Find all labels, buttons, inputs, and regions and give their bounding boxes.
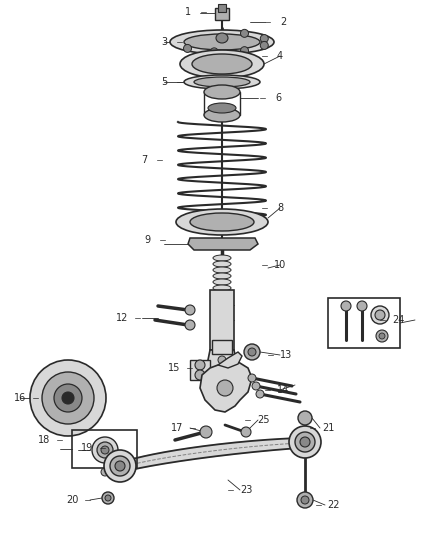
Text: 21: 21 — [322, 423, 334, 433]
Text: 10: 10 — [274, 260, 286, 270]
Polygon shape — [190, 360, 210, 380]
Circle shape — [295, 432, 315, 452]
Circle shape — [195, 360, 205, 370]
Ellipse shape — [194, 77, 250, 87]
Circle shape — [341, 301, 351, 311]
Circle shape — [54, 384, 82, 412]
Circle shape — [252, 382, 260, 390]
Circle shape — [241, 427, 251, 437]
Text: 1: 1 — [185, 7, 191, 17]
Polygon shape — [200, 360, 252, 412]
Circle shape — [62, 392, 74, 404]
Circle shape — [218, 356, 226, 364]
Bar — [72, 430, 137, 468]
Polygon shape — [188, 238, 258, 250]
Ellipse shape — [192, 54, 252, 74]
Text: 2: 2 — [280, 17, 286, 27]
Text: 17: 17 — [171, 423, 183, 433]
Text: 18: 18 — [38, 435, 50, 445]
Circle shape — [244, 344, 260, 360]
Circle shape — [101, 468, 109, 476]
Circle shape — [248, 374, 256, 382]
Text: 7: 7 — [141, 155, 147, 165]
Bar — [328, 298, 400, 348]
Ellipse shape — [190, 213, 254, 231]
Text: 8: 8 — [277, 203, 283, 213]
Ellipse shape — [213, 261, 231, 267]
Circle shape — [301, 496, 309, 504]
Ellipse shape — [170, 30, 274, 54]
Circle shape — [217, 380, 233, 396]
Text: 16: 16 — [14, 393, 26, 403]
Circle shape — [357, 301, 367, 311]
Circle shape — [97, 442, 113, 458]
Circle shape — [185, 305, 195, 315]
Circle shape — [105, 495, 111, 501]
Circle shape — [184, 44, 191, 52]
Circle shape — [248, 348, 256, 356]
Circle shape — [218, 388, 226, 396]
Ellipse shape — [216, 33, 228, 43]
Ellipse shape — [180, 50, 264, 78]
Circle shape — [102, 492, 114, 504]
Circle shape — [256, 390, 264, 398]
Ellipse shape — [213, 255, 231, 261]
Ellipse shape — [204, 85, 240, 99]
Text: 20: 20 — [66, 495, 78, 505]
Circle shape — [371, 306, 389, 324]
Ellipse shape — [213, 273, 231, 279]
Circle shape — [42, 372, 94, 424]
Circle shape — [375, 310, 385, 320]
Circle shape — [379, 333, 385, 339]
Text: 3: 3 — [161, 37, 167, 47]
Text: 19: 19 — [81, 443, 93, 453]
Text: 6: 6 — [275, 93, 281, 103]
Bar — [215, 8, 229, 20]
Ellipse shape — [176, 209, 268, 235]
Circle shape — [297, 492, 313, 508]
Text: 14: 14 — [277, 385, 289, 395]
Circle shape — [289, 426, 321, 458]
Text: 23: 23 — [240, 485, 252, 495]
Text: 25: 25 — [257, 415, 269, 425]
Ellipse shape — [213, 267, 231, 273]
Circle shape — [92, 437, 118, 463]
Circle shape — [298, 411, 312, 425]
Ellipse shape — [213, 279, 231, 285]
Circle shape — [101, 446, 109, 454]
Ellipse shape — [184, 75, 260, 89]
Bar — [212, 340, 232, 354]
Circle shape — [240, 29, 248, 37]
Circle shape — [240, 47, 248, 55]
Text: 15: 15 — [168, 363, 180, 373]
Text: 22: 22 — [328, 500, 340, 510]
Circle shape — [210, 48, 218, 56]
Ellipse shape — [204, 108, 240, 122]
Bar — [218, 4, 226, 12]
Circle shape — [30, 360, 106, 436]
Ellipse shape — [208, 103, 236, 113]
Text: 9: 9 — [144, 235, 150, 245]
Circle shape — [300, 437, 310, 447]
Ellipse shape — [213, 285, 231, 291]
Circle shape — [260, 35, 268, 43]
Polygon shape — [218, 352, 242, 368]
Text: 12: 12 — [116, 313, 128, 323]
Text: 4: 4 — [277, 51, 283, 61]
Text: 5: 5 — [161, 77, 167, 87]
Circle shape — [115, 461, 125, 471]
Circle shape — [185, 320, 195, 330]
Circle shape — [376, 330, 388, 342]
Ellipse shape — [184, 34, 260, 50]
Circle shape — [110, 456, 130, 476]
Circle shape — [195, 370, 205, 380]
Polygon shape — [205, 350, 240, 400]
Circle shape — [200, 426, 212, 438]
Polygon shape — [122, 438, 300, 472]
Circle shape — [260, 42, 268, 50]
Text: 24: 24 — [392, 315, 404, 325]
Text: 13: 13 — [280, 350, 292, 360]
Circle shape — [104, 450, 136, 482]
Bar — [210, 290, 234, 350]
